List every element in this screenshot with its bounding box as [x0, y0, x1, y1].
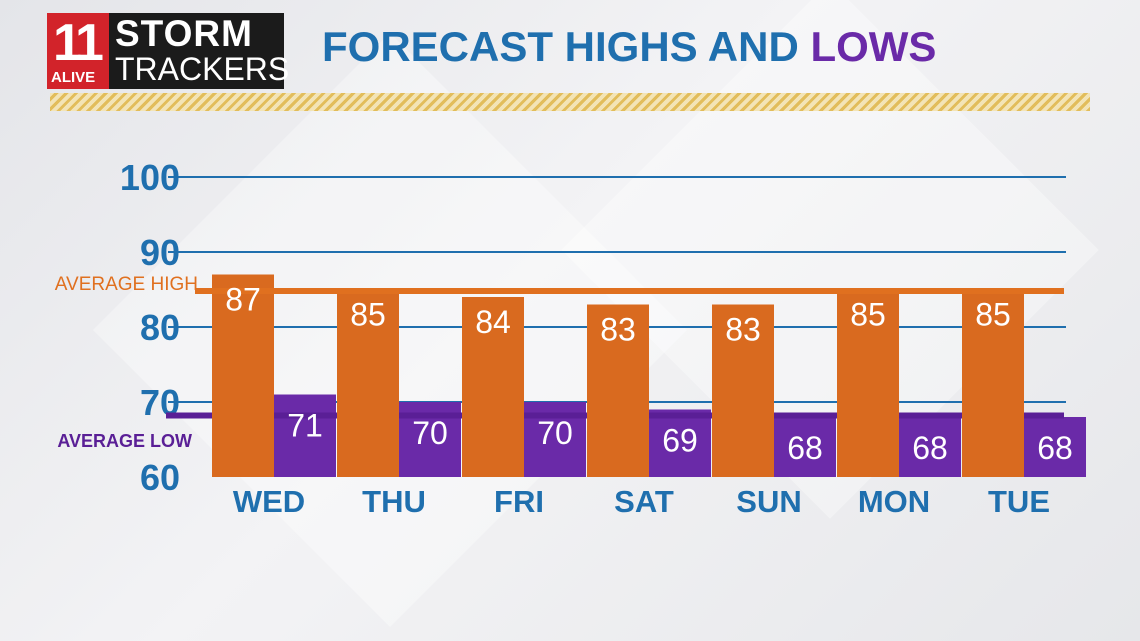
high-value-sun: 83	[725, 312, 761, 348]
low-bar-sat	[649, 409, 711, 477]
y-tick-label-100: 100	[120, 157, 180, 198]
high-bar-thu	[337, 289, 399, 477]
logo-brand-block: STORM TRACKERS	[109, 13, 289, 89]
high-value-sat: 83	[600, 312, 636, 348]
high-value-tue: 85	[975, 297, 1011, 333]
high-bars	[212, 274, 1024, 477]
title-lows: LOWS	[810, 23, 937, 70]
x-label-sat: SAT	[614, 484, 674, 519]
y-tick-label-80: 80	[140, 307, 180, 348]
logo-trackers-text: TRACKERS	[115, 51, 290, 87]
high-bar-sat	[587, 304, 649, 477]
average-low-label: AVERAGE LOW	[57, 431, 192, 451]
low-value-tue: 68	[1037, 430, 1073, 466]
x-label-sun: SUN	[736, 484, 801, 519]
decorative-stripe	[50, 93, 1090, 111]
x-label-thu: THU	[362, 484, 426, 519]
low-value-thu: 70	[412, 415, 448, 451]
high-bar-tue	[962, 289, 1024, 477]
station-logo: 11 ALIVE STORM TRACKERS	[47, 13, 289, 89]
x-label-wed: WED	[233, 484, 305, 519]
low-bar-sun	[774, 417, 836, 477]
low-value-sun: 68	[787, 430, 823, 466]
x-label-mon: MON	[858, 484, 930, 519]
logo-channel-block: 11 ALIVE	[47, 13, 109, 89]
high-bar-wed	[212, 274, 274, 477]
low-bar-mon	[899, 417, 961, 477]
low-value-wed: 71	[287, 408, 323, 444]
high-bar-mon	[837, 289, 899, 477]
high-bar-sun	[712, 304, 774, 477]
page-title: FORECAST HIGHS AND LOWS	[322, 22, 936, 72]
average-high-label: AVERAGE HIGH	[55, 274, 198, 295]
logo-channel-number: 11	[53, 14, 104, 72]
low-value-fri: 70	[537, 415, 573, 451]
low-bar-tue	[1024, 417, 1086, 477]
high-value-thu: 85	[350, 297, 386, 333]
low-value-mon: 68	[912, 430, 948, 466]
value-labels: 87 71 85 70 84 70 83 69 83 68 85 68 85 68	[225, 282, 1073, 467]
high-value-mon: 85	[850, 297, 886, 333]
low-bar-wed	[274, 394, 336, 477]
logo-station-name: ALIVE	[51, 69, 96, 86]
logo-storm-text: STORM	[115, 13, 253, 54]
x-label-tue: TUE	[988, 484, 1050, 519]
high-value-wed: 87	[225, 282, 261, 318]
x-axis-labels: WED THU FRI SAT SUN MON TUE	[233, 484, 1050, 519]
title-highs: FORECAST HIGHS AND	[322, 23, 799, 70]
y-tick-label-90: 90	[140, 232, 180, 273]
low-value-sat: 69	[662, 423, 698, 459]
high-bar-fri	[462, 297, 524, 477]
average-high-group: AVERAGE HIGH	[55, 274, 1064, 295]
high-value-fri: 84	[475, 304, 511, 340]
y-tick-label-60: 60	[140, 457, 180, 498]
x-label-fri: FRI	[494, 484, 544, 519]
